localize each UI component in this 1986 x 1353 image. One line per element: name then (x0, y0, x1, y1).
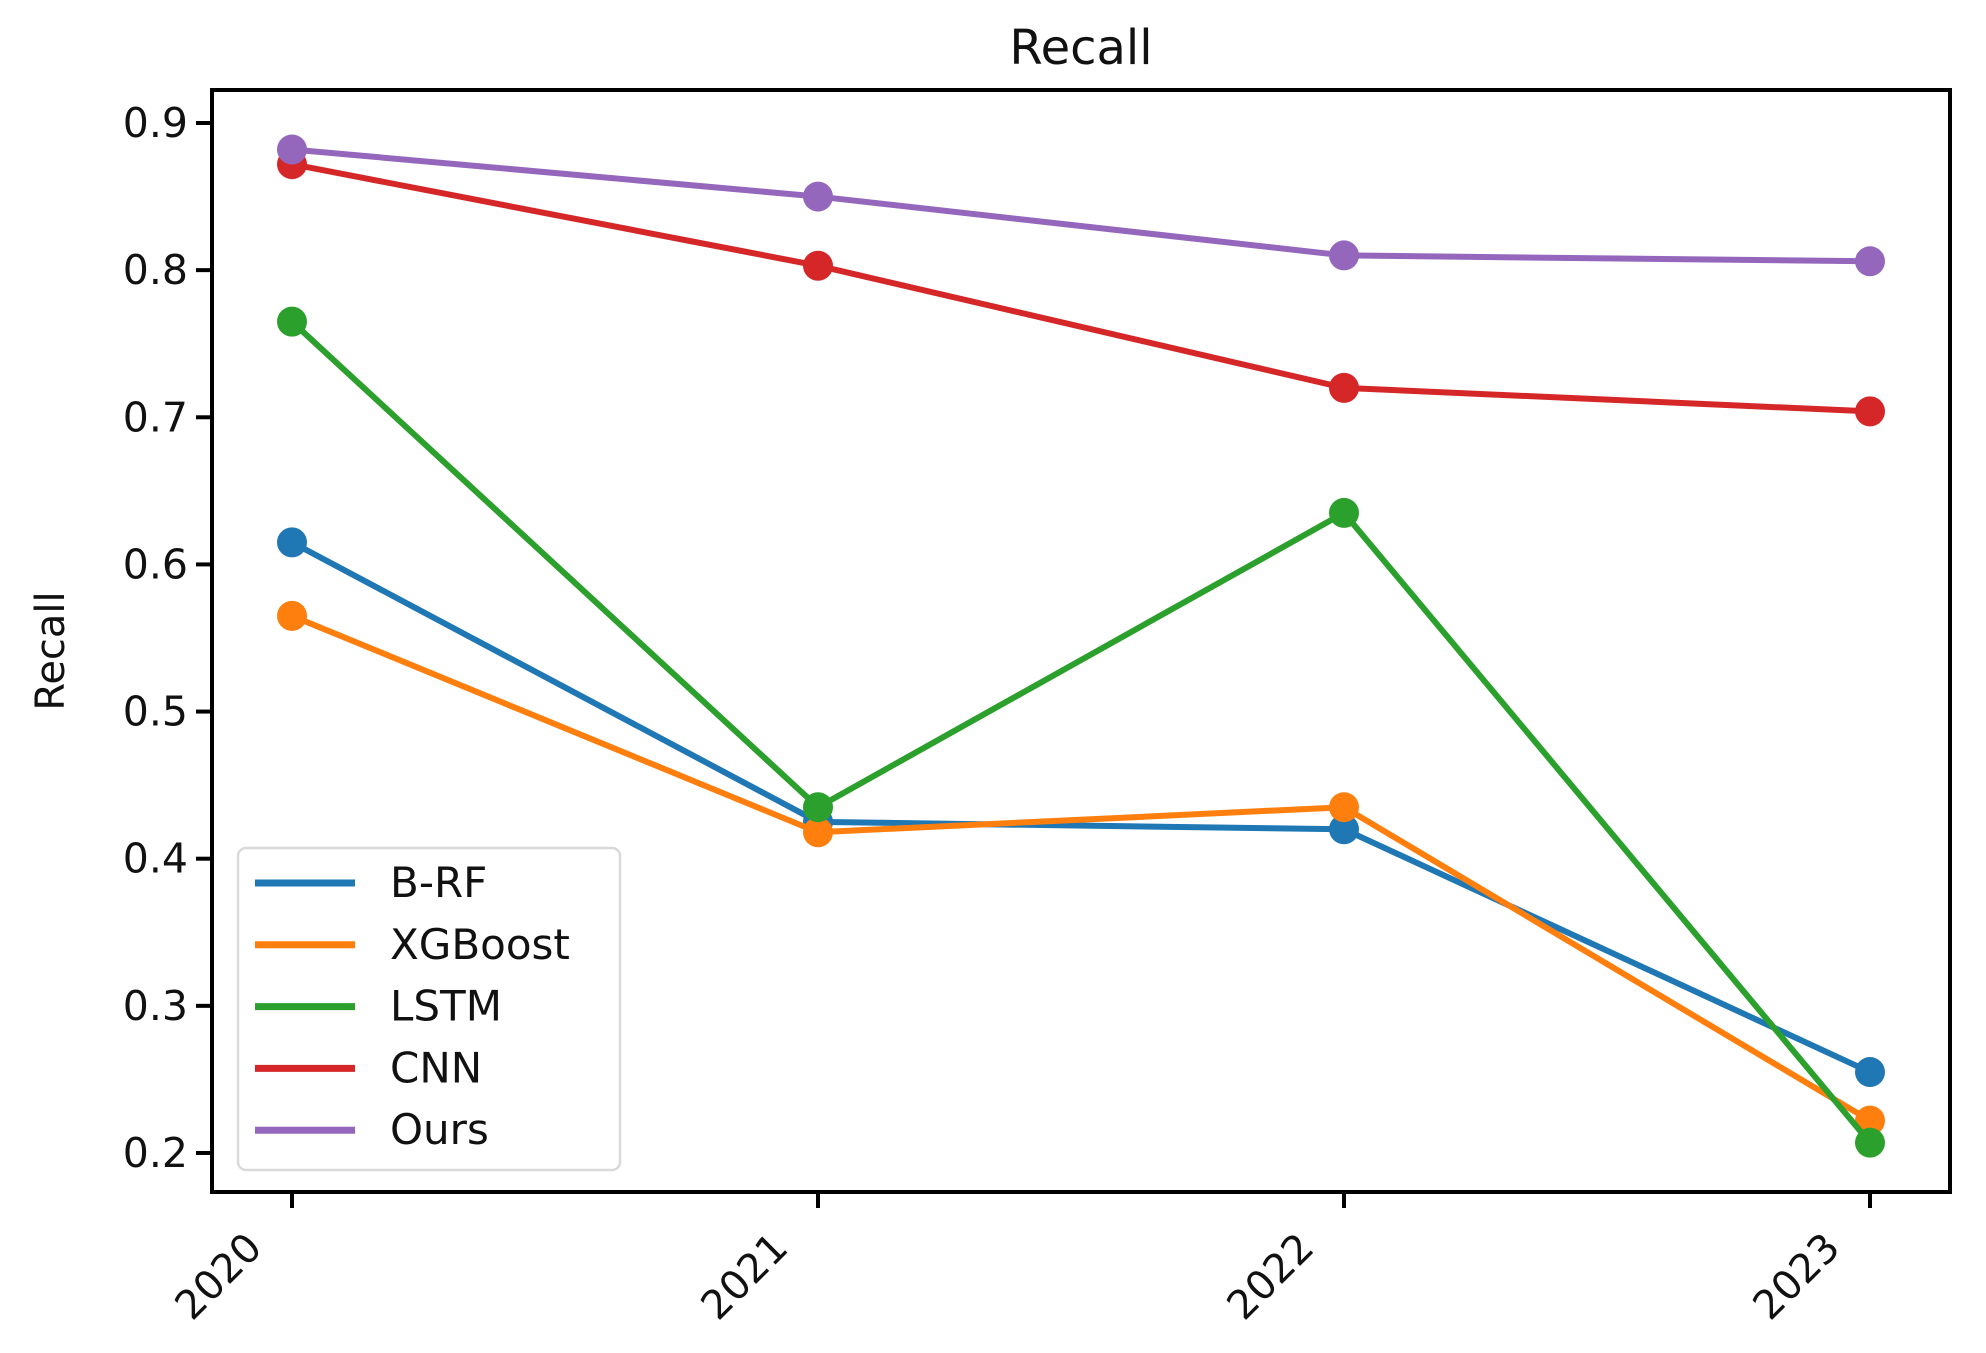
y-tick-label: 0.3 (123, 982, 188, 1030)
data-point-lstm (277, 306, 307, 337)
data-point-lstm (1855, 1127, 1885, 1158)
series-line-b-rf (289, 539, 1873, 1076)
chart-title: Recall (1009, 20, 1153, 76)
series-line-lstm (289, 318, 1873, 1146)
data-point-xgboost (803, 817, 833, 848)
y-tick-label: 0.6 (123, 540, 188, 588)
legend-label-b-rf: B-RF (390, 858, 487, 907)
series-line-ours (289, 146, 1873, 265)
data-point-xgboost (277, 600, 307, 631)
axes-frame (210, 88, 1952, 1194)
legend-label-cnn: CNN (390, 1043, 482, 1092)
data-point-b-rf (1855, 1057, 1885, 1088)
x-tick-label: 2020 (167, 1225, 272, 1330)
data-point-ours (1329, 240, 1359, 271)
x-tick-label: 2023 (1745, 1225, 1850, 1330)
data-point-cnn (1329, 372, 1359, 403)
y-tick-label: 0.2 (123, 1129, 188, 1177)
y-tick-label: 0.7 (123, 393, 188, 441)
y-tick-label: 0.9 (123, 99, 188, 147)
data-point-ours (1855, 246, 1885, 277)
legend-label-ours: Ours (390, 1105, 489, 1154)
data-point-ours (277, 134, 307, 165)
legend-label-xgboost: XGBoost (390, 920, 570, 969)
series-line-xgboost (289, 612, 1873, 1124)
data-point-xgboost (1329, 792, 1359, 823)
x-tick-label: 2021 (693, 1225, 798, 1330)
data-point-b-rf (1329, 814, 1359, 845)
y-tick-label: 0.4 (123, 835, 188, 883)
series-line-cnn (289, 161, 1873, 415)
data-point-ours (803, 181, 833, 212)
legend-box (236, 846, 622, 1172)
data-point-cnn (803, 250, 833, 281)
data-point-b-rf (277, 527, 307, 558)
y-tick-label: 0.5 (123, 688, 188, 736)
y-tick-label: 0.8 (123, 246, 188, 294)
data-point-lstm (1329, 497, 1359, 528)
x-tick-label: 2022 (1219, 1225, 1324, 1330)
data-point-xgboost (1855, 1105, 1885, 1136)
data-point-lstm (803, 792, 833, 823)
data-point-cnn (1855, 396, 1885, 427)
legend-label-lstm: LSTM (390, 982, 502, 1031)
